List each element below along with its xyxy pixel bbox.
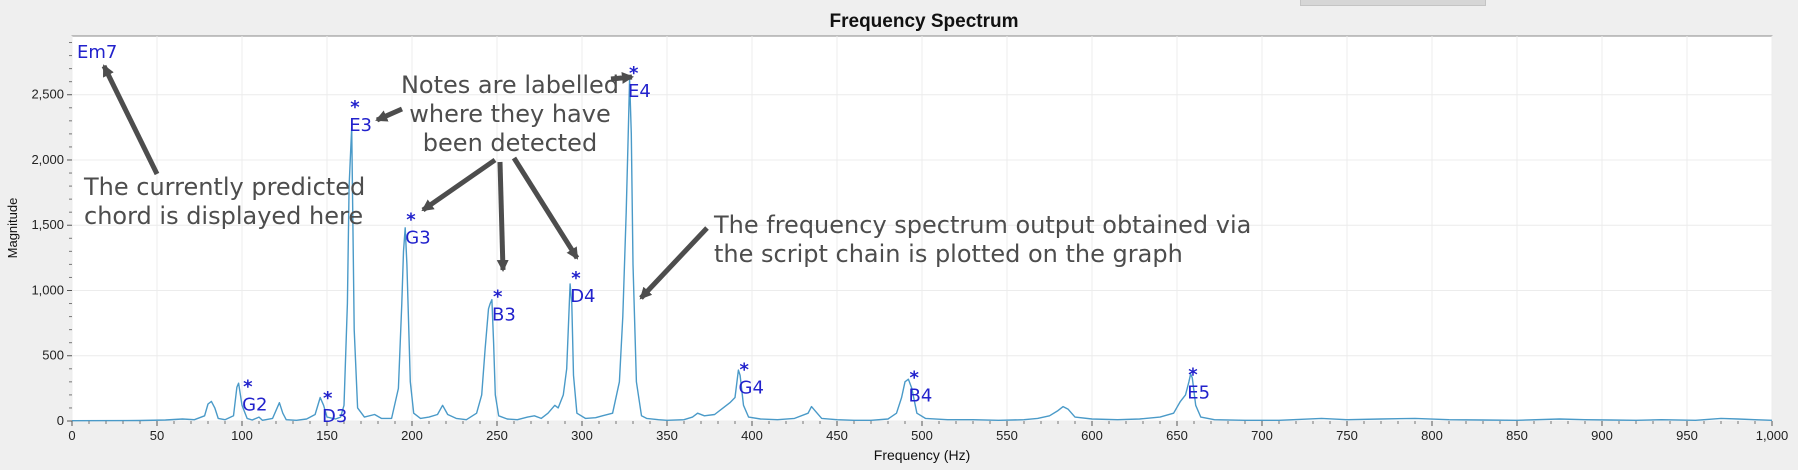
note-label: B3: [492, 304, 516, 325]
x-tick-label: 300: [571, 428, 593, 443]
grid-layer: [71, 36, 1773, 422]
y-tick-label: 500: [42, 348, 64, 363]
x-tick-label: 0: [68, 428, 75, 443]
detected-marker: *: [323, 388, 333, 409]
callout-arrow: [496, 161, 509, 272]
note-label: G4: [739, 377, 764, 398]
note-label: G2: [242, 394, 267, 415]
x-tick-label: 200: [401, 428, 423, 443]
y-tick-label: 0: [57, 413, 64, 428]
x-axis-label: Frequency (Hz): [874, 447, 970, 463]
detected-marker: *: [629, 63, 639, 84]
detected-marker: *: [350, 97, 360, 118]
x-tick-label: 1,000: [1756, 428, 1789, 443]
chart-title: Frequency Spectrum: [830, 11, 1019, 32]
note-label: G3: [405, 227, 430, 248]
series-layer: [71, 78, 1773, 422]
detected-marker: *: [910, 367, 920, 388]
detected-marker: *: [493, 286, 503, 307]
callout-arrow: [511, 156, 580, 260]
x-tick-label: 800: [1421, 428, 1443, 443]
note-label: E4: [628, 81, 651, 102]
annotation-note-detection: Notes are labelled: [401, 71, 619, 99]
x-tick-label: 50: [150, 428, 164, 443]
x-tick-label: 700: [1251, 428, 1273, 443]
note-label: D4: [570, 286, 595, 307]
chord-label: Em7: [77, 42, 117, 63]
x-tick-label: 850: [1506, 428, 1528, 443]
x-tick-label: 350: [656, 428, 678, 443]
annotation-chord-display: The currently predicted: [83, 173, 365, 201]
x-tick-label: 100: [231, 428, 253, 443]
y-tick-label: 2,000: [31, 152, 64, 167]
x-tick-label: 400: [741, 428, 763, 443]
detected-marker: *: [740, 359, 750, 380]
callout-arrow: [421, 157, 497, 213]
annotation-spectrum-output: the script chain is plotted on the graph: [714, 240, 1183, 268]
y-tick-label: 2,500: [31, 87, 64, 102]
x-tick-label: 550: [996, 428, 1018, 443]
x-tick-label: 600: [1081, 428, 1103, 443]
y-axis-label: Magnitude: [5, 198, 20, 259]
callout-arrow: [375, 106, 404, 123]
detected-marker: *: [1188, 365, 1198, 386]
x-tick-label: 650: [1166, 428, 1188, 443]
annotation-note-detection: been detected: [423, 129, 597, 157]
detected-marker: *: [406, 209, 416, 230]
note-label: B4: [909, 385, 933, 406]
x-tick-label: 750: [1336, 428, 1358, 443]
callout-arrow: [639, 226, 709, 300]
x-tick-label: 900: [1591, 428, 1613, 443]
toolbar-scroll-stub: [1300, 0, 1486, 6]
x-tick-label: 950: [1676, 428, 1698, 443]
y-tick-label: 1,000: [31, 282, 64, 297]
y-tick-label: 1,500: [31, 217, 64, 232]
axis-layer: 0 50 100 150 200 250 300 350 400 450 500 550 600 650 7…: [31, 42, 1789, 443]
note-label: E5: [1187, 383, 1210, 404]
detected-marker: *: [571, 268, 581, 289]
x-tick-label: 500: [911, 428, 933, 443]
x-tick-label: 150: [316, 428, 338, 443]
annotation-spectrum-output: The frequency spectrum output obtained v…: [713, 211, 1251, 239]
x-tick-label: 450: [826, 428, 848, 443]
x-tick-label: 250: [486, 428, 508, 443]
spectrum-line: [71, 78, 1773, 422]
note-label: D3: [322, 406, 347, 427]
annotation-note-detection: where they have: [409, 100, 610, 128]
callout-arrow: [610, 71, 634, 84]
detected-marker: *: [243, 376, 253, 397]
annotation-chord-display: chord is displayed here: [84, 202, 363, 230]
callout-arrow: [101, 64, 160, 176]
note-label: E3: [349, 115, 372, 136]
